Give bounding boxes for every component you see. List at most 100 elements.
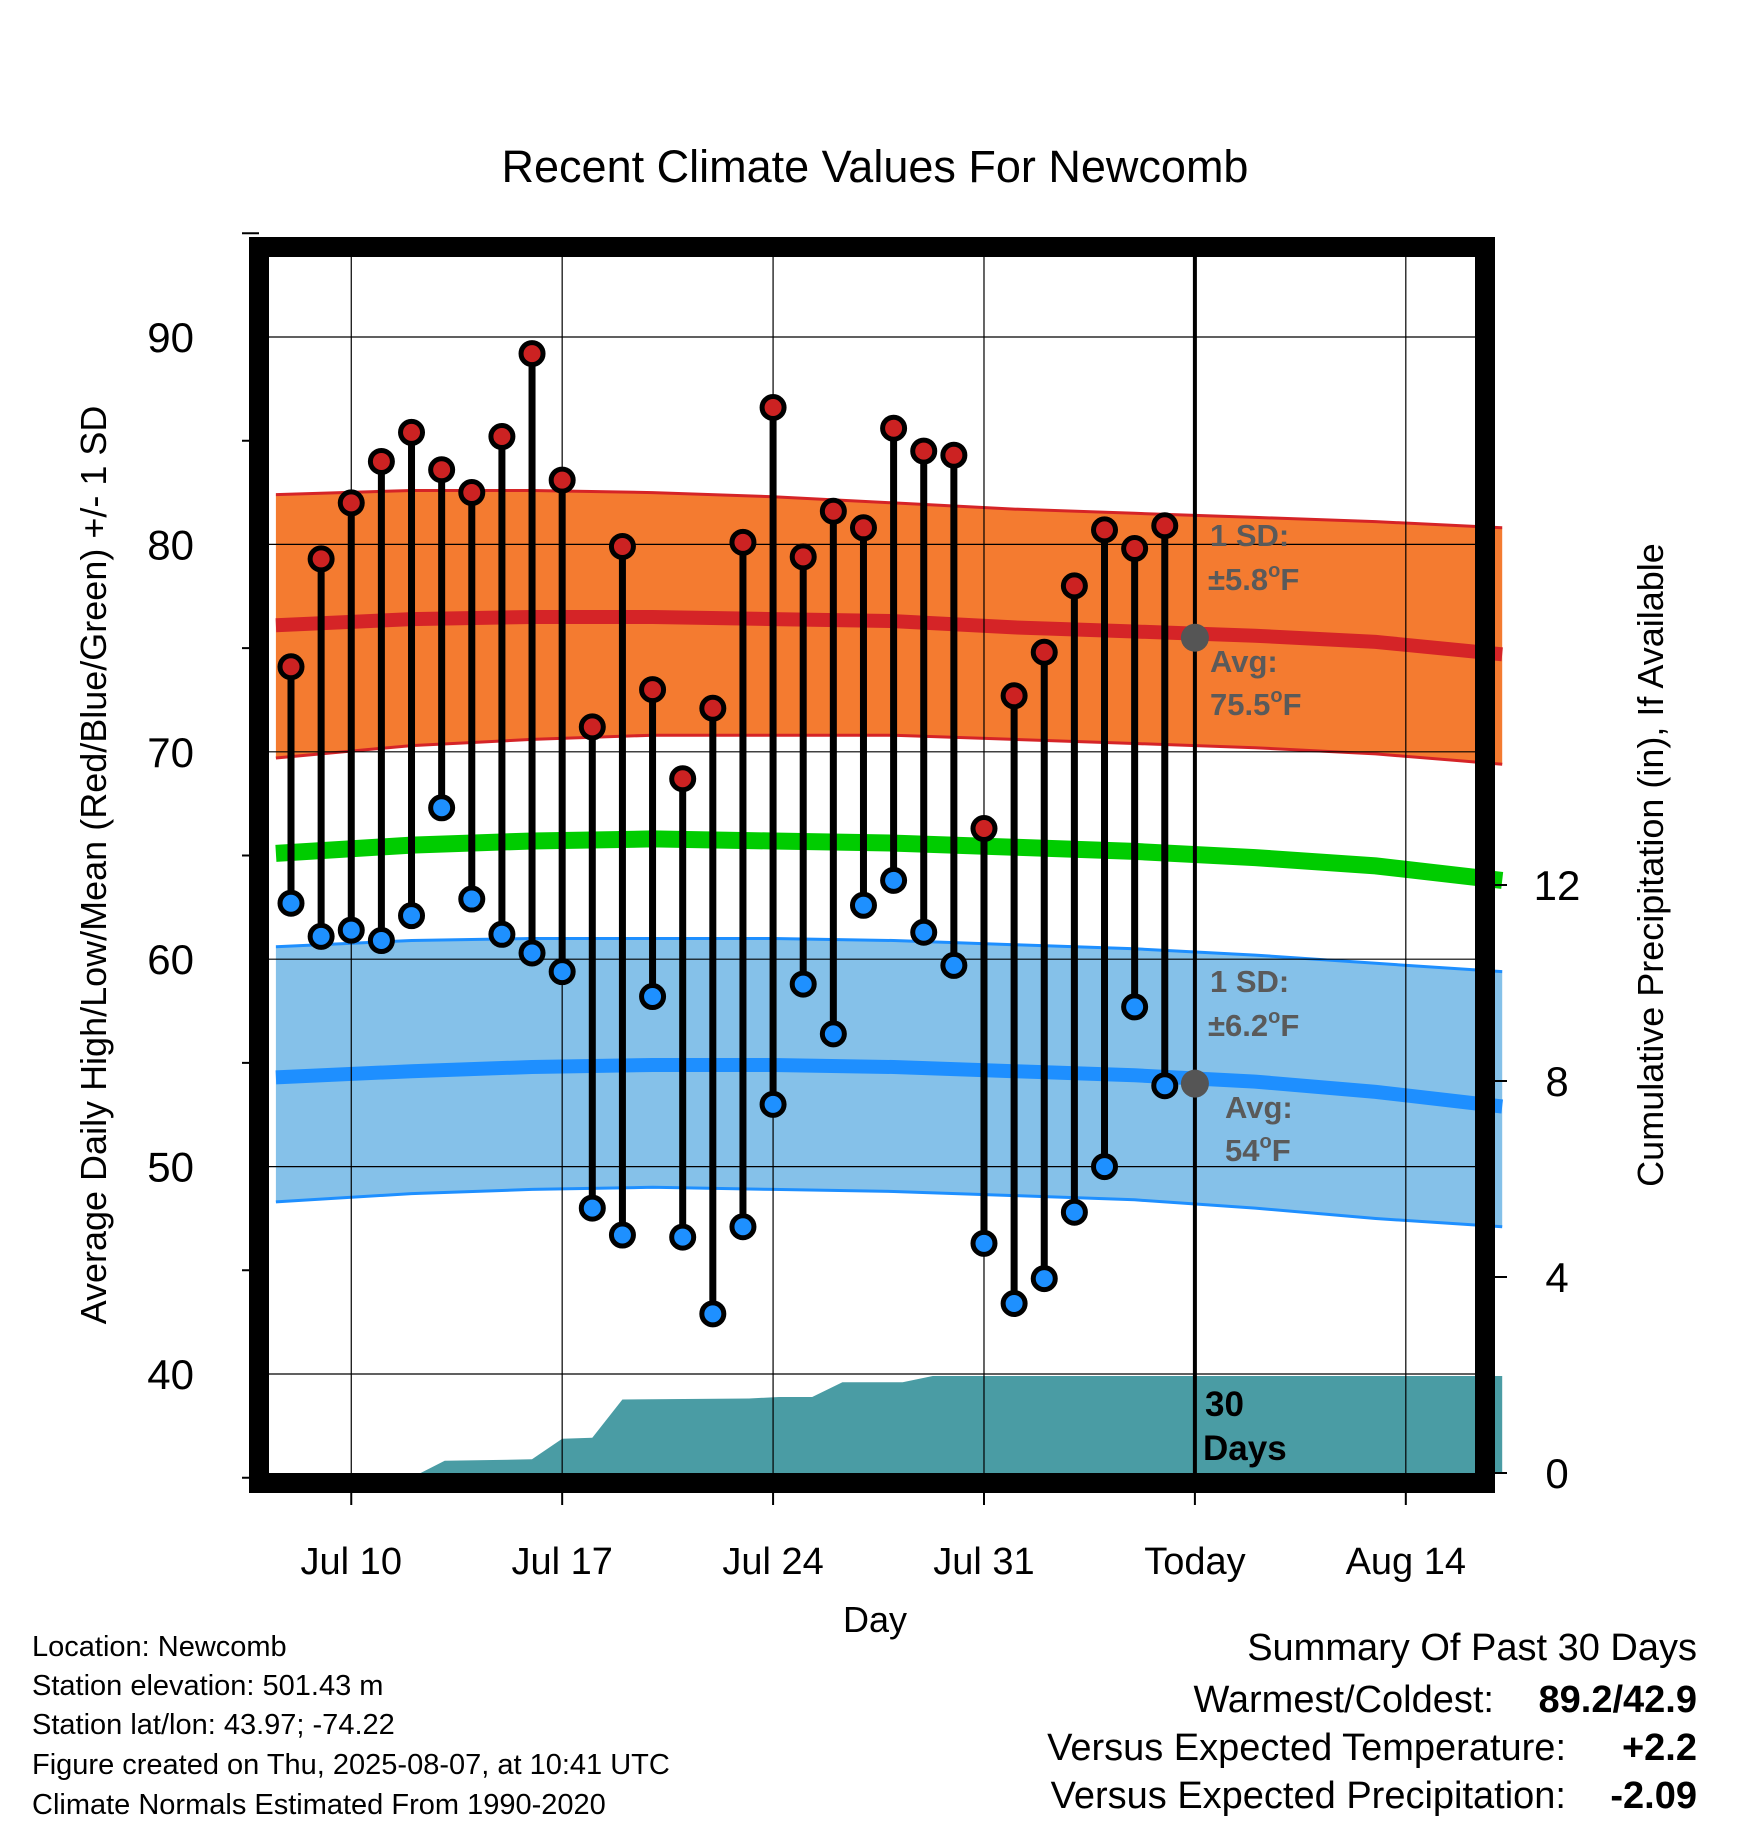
low-point <box>880 866 908 894</box>
low-band-lower-edge <box>275 1185 1503 1229</box>
low-point <box>337 916 365 944</box>
high-point <box>789 543 817 571</box>
high-point <box>1000 682 1028 710</box>
x-axis: Jul 10 Jul 17 Jul 24 Jul 31 Today Aug 14 <box>301 1483 1466 1583</box>
low-point <box>307 922 335 950</box>
high-point <box>639 676 667 704</box>
low-point <box>1151 1072 1179 1100</box>
high-avg-value: 75.5oF <box>1210 685 1302 722</box>
high-sd-value: ±5.8oF <box>1208 560 1299 597</box>
chart-title: Recent Climate Values For Newcomb <box>502 141 1249 192</box>
high-point <box>910 437 938 465</box>
low-point <box>578 1194 606 1222</box>
high-point <box>307 545 335 573</box>
high-point <box>970 815 998 843</box>
high-point <box>849 514 877 542</box>
high-point <box>518 340 546 368</box>
high-sd-label: 1 SD: <box>1210 518 1289 553</box>
low-point <box>699 1300 727 1328</box>
low-point <box>759 1090 787 1118</box>
summary-warmest-value: 89.2/42.9 <box>1539 1679 1697 1721</box>
y-axis-right: 0 4 8 12 <box>1485 862 1580 1497</box>
low-point <box>819 1020 847 1048</box>
high-point <box>337 489 365 517</box>
high-point <box>1121 535 1149 563</box>
high-point <box>458 479 486 507</box>
footer-normals: Climate Normals Estimated From 1990-2020 <box>32 1789 606 1821</box>
precip-days-label-number: 30 <box>1205 1385 1244 1424</box>
x-tick-label: Jul 31 <box>933 1541 1034 1583</box>
low-point <box>518 939 546 967</box>
y-right-tick-label: 4 <box>1545 1254 1568 1301</box>
x-tick-label: Jul 24 <box>722 1541 823 1583</box>
low-point <box>608 1221 636 1249</box>
summary-temp-value: +2.2 <box>1622 1727 1697 1769</box>
high-point <box>398 418 426 446</box>
footer-location: Location: Newcomb <box>32 1631 287 1663</box>
low-avg-value: 54oF <box>1225 1131 1291 1168</box>
today-high-avg-marker <box>1180 623 1209 652</box>
low-point <box>639 983 667 1011</box>
daily-points <box>277 340 1179 1328</box>
x-tick-label: Jul 17 <box>511 1541 612 1583</box>
y-right-tick-label: 12 <box>1534 862 1581 909</box>
low-point <box>548 958 576 986</box>
low-point <box>367 927 395 955</box>
low-point <box>458 885 486 913</box>
low-avg-label: Avg: <box>1225 1090 1293 1125</box>
low-point <box>398 902 426 930</box>
x-tick-label: Jul 10 <box>301 1541 402 1583</box>
y-tick-label: 60 <box>147 936 194 983</box>
y-tick-label: 90 <box>147 314 194 361</box>
low-point <box>940 951 968 979</box>
y-axis-left: 40 50 60 70 80 90 <box>147 232 259 1479</box>
low-point <box>1060 1198 1088 1226</box>
low-sd-value: ±6.2oF <box>1208 1006 1299 1043</box>
footer-created: Figure created on Thu, 2025-08-07, at 10… <box>32 1749 670 1781</box>
summary-warmest-label: Warmest/Coldest: <box>1193 1679 1494 1721</box>
summary-heading: Summary Of Past 30 Days <box>1247 1627 1697 1669</box>
normal-bands <box>275 489 1504 1229</box>
y-right-tick-label: 8 <box>1545 1058 1568 1105</box>
low-point <box>669 1223 697 1251</box>
low-point <box>488 920 516 948</box>
y-tick-label: 50 <box>147 1144 194 1191</box>
low-point <box>1030 1265 1058 1293</box>
x-tick-label: Aug 14 <box>1346 1541 1466 1583</box>
high-point <box>1060 572 1088 600</box>
summary-precip-value: -2.09 <box>1610 1775 1697 1817</box>
low-point <box>1091 1153 1119 1181</box>
high-point <box>940 441 968 469</box>
low-normal-line <box>275 1058 1504 1114</box>
y-right-tick-label: 0 <box>1545 1450 1568 1497</box>
y-tick-label: 70 <box>147 729 194 776</box>
y-tick-label: 80 <box>147 521 194 568</box>
precip-days-label-text: Days <box>1203 1429 1287 1468</box>
precip-cumulative-area <box>275 1376 1503 1473</box>
high-point <box>759 394 787 422</box>
low-sd-label: 1 SD: <box>1210 964 1289 999</box>
plot-frame <box>249 237 1495 1493</box>
footer-elevation: Station elevation: 501.43 m <box>32 1670 383 1702</box>
y-tick-label: 40 <box>147 1351 194 1398</box>
summary-temp-label: Versus Expected Temperature: <box>1047 1727 1566 1769</box>
high-point <box>488 423 516 451</box>
precip-area <box>275 1376 1503 1473</box>
high-point <box>1030 638 1058 666</box>
high-point <box>1151 512 1179 540</box>
plot-area <box>269 257 1504 1473</box>
low-point <box>729 1213 757 1241</box>
low-point <box>849 891 877 919</box>
low-point <box>910 918 938 946</box>
low-point <box>970 1229 998 1257</box>
footer-latlon: Station lat/lon: 43.97; -74.22 <box>32 1709 395 1741</box>
low-point <box>1121 993 1149 1021</box>
today-low-avg-marker <box>1180 1069 1209 1098</box>
high-point <box>729 528 757 556</box>
low-point <box>789 970 817 998</box>
high-point <box>548 466 576 494</box>
high-point <box>699 694 727 722</box>
high-point <box>578 713 606 741</box>
x-tick-label: Today <box>1144 1541 1245 1583</box>
